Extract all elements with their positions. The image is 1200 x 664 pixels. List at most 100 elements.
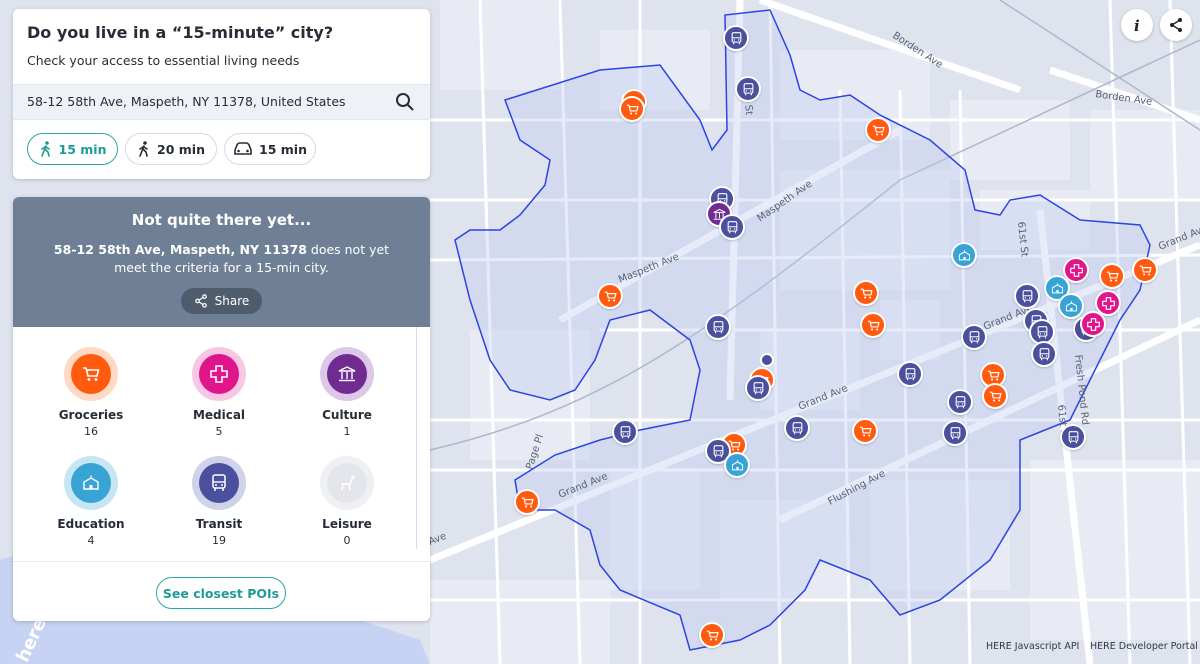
walking-icon: [40, 141, 50, 157]
leisure-icon: [327, 463, 367, 503]
school-icon: [71, 463, 111, 503]
grocery-marker[interactable]: [1132, 257, 1158, 283]
status-message: 58-12 58th Ave, Maspeth, NY 11378 does n…: [43, 241, 400, 277]
grocery-marker[interactable]: [699, 622, 725, 648]
category-leisure[interactable]: Leisure 0: [307, 456, 387, 547]
category-count: 16: [84, 425, 98, 438]
grocery-marker[interactable]: [865, 117, 891, 143]
mode-label: 20 min: [157, 141, 205, 157]
share-button[interactable]: Share: [181, 288, 262, 314]
mode-car-15-button[interactable]: 15 min: [224, 133, 316, 165]
page-subtitle: Check your access to essential living ne…: [27, 53, 300, 68]
medical-marker[interactable]: [1063, 257, 1089, 283]
address-input[interactable]: 58-12 58th Ave, Maspeth, NY 11378, Unite…: [27, 94, 346, 109]
transit-marker[interactable]: [961, 324, 987, 350]
search-icon: [396, 93, 414, 111]
museum-icon: [327, 354, 367, 394]
isoline-polygon: [454, 9, 1151, 651]
education-marker[interactable]: [951, 242, 977, 268]
transit-marker[interactable]: [947, 389, 973, 415]
results-card: Not quite there yet... 58-12 58th Ave, M…: [13, 197, 430, 621]
category-medical[interactable]: Medical 5: [179, 347, 259, 438]
transit-marker[interactable]: [723, 25, 749, 51]
mode-walk-20-button[interactable]: 20 min: [125, 133, 217, 165]
grocery-marker[interactable]: [852, 418, 878, 444]
category-label: Groceries: [58, 408, 124, 422]
transit-marker[interactable]: [612, 419, 638, 445]
car-icon: [234, 142, 252, 155]
grocery-marker[interactable]: [619, 96, 645, 122]
transit-marker[interactable]: [1060, 424, 1086, 450]
category-label: Transit: [195, 517, 243, 531]
category-label: Culture: [322, 408, 372, 422]
attribution-link-api[interactable]: HERE Javascript API: [986, 641, 1080, 652]
category-transit[interactable]: Transit 19: [179, 456, 259, 547]
category-count: 1: [343, 425, 351, 438]
category-count: 5: [215, 425, 223, 438]
grocery-marker[interactable]: [514, 489, 540, 515]
status-banner: Not quite there yet... 58-12 58th Ave, M…: [13, 197, 430, 327]
divider: [13, 561, 430, 562]
street-label: 61st St: [1015, 221, 1030, 257]
mode-label: 15 min: [58, 141, 107, 157]
shopping-cart-icon: [71, 354, 111, 394]
mode-label: 15 min: [259, 141, 307, 157]
see-closest-pois-button[interactable]: See closest POIs: [156, 577, 286, 609]
transit-marker[interactable]: [897, 361, 923, 387]
search-button[interactable]: [394, 91, 416, 113]
grocery-marker[interactable]: [860, 312, 886, 338]
share-map-button[interactable]: [1160, 9, 1192, 41]
bus-icon: [199, 463, 239, 503]
transit-marker[interactable]: [1031, 341, 1057, 367]
education-marker[interactable]: [1044, 275, 1070, 301]
category-label: Education: [57, 517, 125, 531]
category-icon-ring: [192, 347, 246, 401]
status-title: Not quite there yet...: [131, 211, 312, 229]
transit-marker[interactable]: [784, 415, 810, 441]
category-groceries[interactable]: Groceries 16: [51, 347, 131, 438]
grocery-marker[interactable]: [853, 280, 879, 306]
medical-marker[interactable]: [1080, 311, 1106, 337]
transit-marker[interactable]: [719, 214, 745, 240]
selected-location-marker: [760, 353, 774, 367]
address-search-field[interactable]: 58-12 58th Ave, Maspeth, NY 11378, Unite…: [13, 84, 430, 120]
mode-walk-15-button[interactable]: 15 min: [27, 133, 118, 165]
attribution-link-portal[interactable]: HERE Developer Portal: [1090, 641, 1198, 652]
rail: [429, 0, 1200, 451]
transit-marker[interactable]: [1014, 283, 1040, 309]
info-icon: i: [1134, 17, 1140, 33]
category-label: Medical: [192, 408, 246, 422]
category-culture[interactable]: Culture 1: [307, 347, 387, 438]
transit-marker[interactable]: [705, 314, 731, 340]
medical-cross-icon: [199, 354, 239, 394]
category-education[interactable]: Education 4: [51, 456, 131, 547]
category-count: 4: [87, 534, 95, 547]
map-blocks: [430, 0, 1200, 664]
category-icon-ring: [64, 456, 118, 510]
grocery-marker[interactable]: [982, 383, 1008, 409]
category-count: 19: [212, 534, 226, 547]
transit-marker[interactable]: [942, 420, 968, 446]
education-marker[interactable]: [724, 452, 750, 478]
share-icon: [1170, 18, 1182, 32]
transit-marker[interactable]: [745, 375, 771, 401]
category-count: 0: [343, 534, 351, 547]
education-marker[interactable]: [1058, 293, 1084, 319]
search-card: Do you live in a “15-minute” city? Check…: [13, 9, 430, 179]
category-icon-ring: [192, 456, 246, 510]
scrollbar[interactable]: [416, 327, 417, 549]
status-message-text: does not yet meet the criteria for a 15-…: [114, 242, 390, 275]
share-icon: [194, 294, 207, 308]
grocery-marker[interactable]: [1099, 263, 1125, 289]
share-label: Share: [214, 294, 250, 308]
grocery-marker[interactable]: [597, 283, 623, 309]
walking-icon: [139, 141, 148, 157]
page-title: Do you live in a “15-minute” city?: [27, 23, 334, 42]
svg-text:i: i: [1134, 17, 1140, 33]
info-button[interactable]: i: [1121, 9, 1153, 41]
category-label: Leisure: [322, 517, 372, 531]
transit-marker[interactable]: [735, 76, 761, 102]
category-icon-ring: [64, 347, 118, 401]
category-icon-ring: [320, 456, 374, 510]
status-address: 58-12 58th Ave, Maspeth, NY 11378: [53, 242, 307, 257]
